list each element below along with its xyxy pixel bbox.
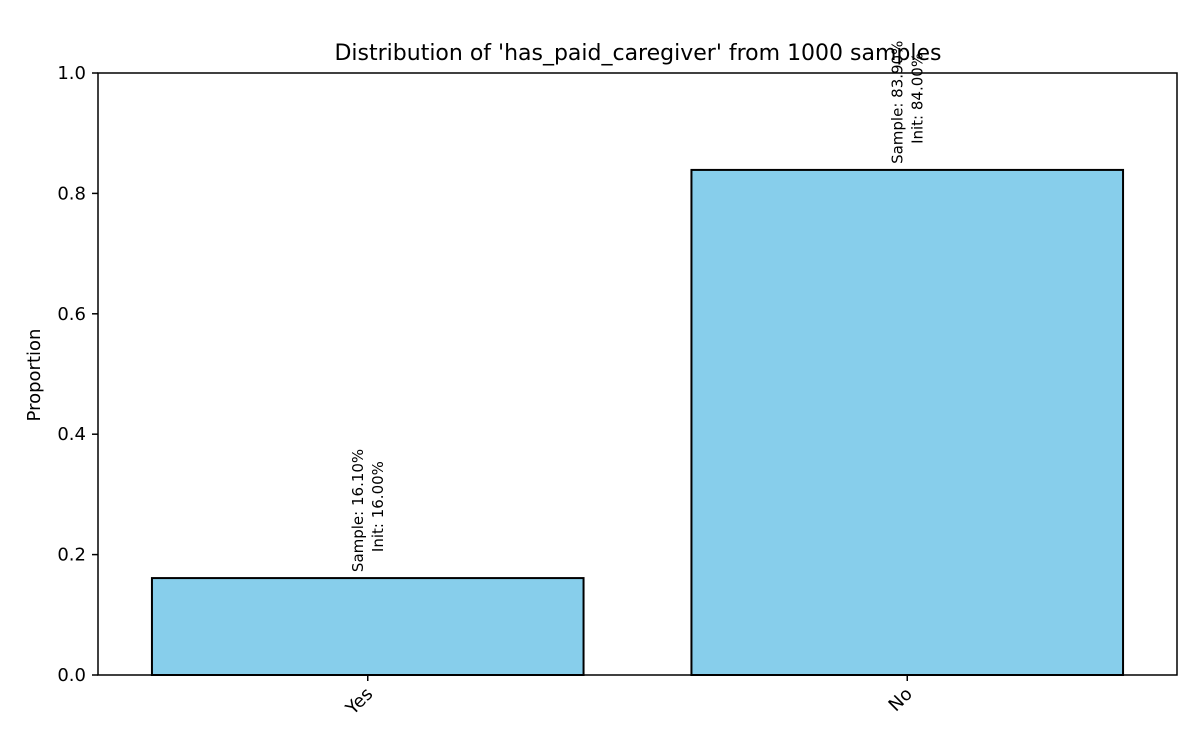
y-tick-label: 0.2 bbox=[57, 545, 86, 566]
y-tick-label: 0.8 bbox=[57, 183, 86, 204]
bar-annotation: Sample: 16.10% Init: 16.00% bbox=[349, 449, 387, 572]
bar-annotation-init: Init: 16.00% bbox=[369, 461, 387, 552]
y-tick-label: 0.0 bbox=[57, 665, 86, 686]
bar-annotation-sample: Sample: 83.90% bbox=[888, 41, 906, 164]
x-tick-label: Yes bbox=[341, 684, 377, 720]
x-tick-label: No bbox=[885, 684, 917, 716]
chart-title: Distribution of 'has_paid_caregiver' fro… bbox=[334, 41, 941, 66]
bar-yes bbox=[150, 577, 585, 677]
bar-annotation-sample: Sample: 16.10% bbox=[349, 449, 367, 572]
y-axis-label: Proportion bbox=[24, 329, 45, 422]
y-tick-label: 1.0 bbox=[57, 63, 86, 84]
bar-no bbox=[690, 168, 1125, 676]
plot-area: Sample: 16.10% Init: 16.00% Yes Sample: 83.… bbox=[57, 41, 1178, 720]
axes-frame bbox=[97, 72, 1178, 676]
bar-annotation: Sample: 83.90% Init: 84.00% bbox=[888, 41, 926, 164]
bar-annotation-init: Init: 84.00% bbox=[908, 53, 926, 144]
y-tick-label: 0.6 bbox=[57, 304, 86, 325]
y-tick-label: 0.4 bbox=[57, 424, 86, 445]
